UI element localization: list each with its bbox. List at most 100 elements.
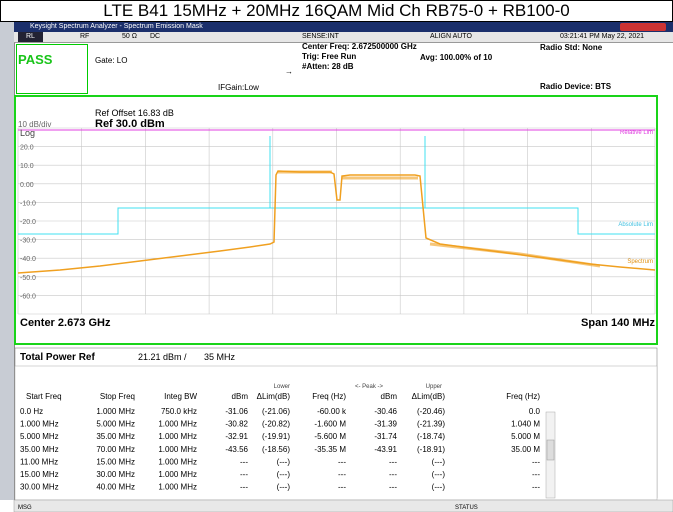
table-cell: 1.040 M	[511, 420, 540, 429]
relative-limit-label: Relative Lim	[620, 130, 653, 136]
status-bar	[13, 499, 673, 512]
table-cell: (-21.06)	[262, 407, 290, 416]
table-cell: -32.91	[225, 432, 248, 441]
group-header: Lower	[274, 384, 290, 390]
menu-rl[interactable]: RL	[18, 32, 43, 42]
table-cell: -35.35 M	[314, 445, 346, 454]
ref-level: Ref 30.0 dBm	[95, 118, 165, 130]
table-cell: (-20.46)	[417, 407, 445, 416]
table-cell: 15.00 MHz	[20, 470, 59, 479]
results-table: Lower <- Peak -> Upper Start Freq Stop Freq I…	[20, 384, 541, 492]
menu-coupling: DC	[150, 33, 161, 40]
total-power-value: 21.21 dBm /	[138, 352, 187, 362]
table-cell: -31.74	[374, 432, 397, 441]
table-cell: 0.0	[529, 407, 541, 416]
column-header: Freq (Hz)	[506, 392, 540, 401]
title-bar	[14, 22, 673, 32]
pass: PASS	[18, 52, 53, 67]
column-header: ΔLim(dB)	[257, 392, 291, 401]
spectrum-band	[278, 170, 601, 268]
menu-impedance: 50 Ω	[122, 33, 137, 40]
radio-std: Radio Std: None	[540, 43, 603, 52]
table-cell: 40.00 MHz	[96, 483, 135, 492]
group-header: Upper	[426, 384, 442, 390]
table-cell: (-19.91)	[262, 432, 290, 441]
center-label: Center 2.673 GHz	[20, 317, 111, 329]
menu-align: ALIGN AUTO	[430, 33, 472, 40]
table-cell: -31.06	[225, 407, 248, 416]
arrow: →	[285, 67, 293, 76]
menu-sense: SENSE:INT	[302, 33, 339, 40]
total-power-label: Total Power Ref	[20, 352, 95, 363]
table-cell: (---)	[432, 470, 446, 479]
table-cell: ---	[240, 470, 248, 479]
table-cell: 1.000 MHz	[96, 407, 135, 416]
y-label: 20.0	[20, 145, 34, 152]
table-cell: ---	[389, 470, 397, 479]
radio-device: Radio Device: BTS	[540, 82, 612, 91]
gate: Gate: LO	[95, 56, 128, 65]
y-label: -40.0	[20, 256, 36, 263]
window-title: Keysight Spectrum Analyzer - Spectrum Em…	[30, 23, 203, 30]
y-label: -30.0	[20, 238, 36, 245]
banner-text: LTE B41 15MHz + 20MHz 16QAM Mid Ch RB75-…	[103, 1, 570, 20]
table-cell: ---	[532, 483, 540, 492]
msg: MSG	[18, 505, 32, 511]
table-cell: (-21.39)	[417, 420, 445, 429]
table-cell: (-20.82)	[262, 420, 290, 429]
scale: 10 dB/div	[18, 120, 51, 129]
table-cell: -31.39	[374, 420, 397, 429]
column-header: Start Freq	[26, 392, 62, 401]
trig: Trig: Free Run	[302, 52, 357, 61]
table-cell: 35.00 MHz	[20, 445, 59, 454]
atten: #Atten: 28 dB	[302, 62, 354, 71]
y-label: -20.0	[20, 219, 36, 226]
window-buttons[interactable]	[620, 23, 666, 31]
center-freq: Center Freq: 2.672500000 GHz	[302, 42, 417, 51]
avg: Avg: 100.00% of 10	[420, 53, 493, 62]
table-cell: ---	[389, 457, 397, 466]
column-header: ΔLim(dB)	[412, 392, 446, 401]
table-cell: 1.000 MHz	[158, 445, 197, 454]
table-cell: -1.600 M	[314, 420, 346, 429]
table-cell: 1.000 MHz	[20, 420, 59, 429]
table-cell: (---)	[432, 483, 446, 492]
table-cell: ---	[338, 457, 346, 466]
column-header: Integ BW	[164, 392, 197, 401]
status: STATUS	[455, 505, 478, 511]
table-cell: -43.91	[374, 445, 397, 454]
menu-time: 03:21:41 PM May 22, 2021	[560, 33, 645, 40]
table-cell: 1.000 MHz	[158, 470, 197, 479]
table-cell: (-18.74)	[417, 432, 445, 441]
log: Log	[20, 128, 35, 138]
ref-offset: Ref Offset 16.83 dB	[95, 108, 174, 118]
table-cell: (-18.56)	[262, 445, 290, 454]
spectrum-label: Spectrum	[627, 259, 653, 265]
table-cell: 5.000 MHz	[96, 420, 135, 429]
scroll-thumb[interactable]	[546, 439, 555, 461]
table-cell: ---	[532, 470, 540, 479]
table-cell: ---	[389, 483, 397, 492]
y-label: 10.0	[20, 163, 34, 170]
span-label: Span 140 MHz	[581, 317, 655, 329]
y-label: -60.0	[20, 293, 36, 300]
menu-rf: RF	[80, 33, 90, 40]
grid	[17, 127, 656, 315]
table-cell: 1.000 MHz	[158, 457, 197, 466]
y-label: -10.0	[20, 200, 36, 207]
group-header: <- Peak ->	[355, 384, 384, 390]
table-cell: 1.000 MHz	[158, 432, 197, 441]
table-cell: 30.00 MHz	[96, 470, 135, 479]
table-cell: -43.56	[225, 445, 248, 454]
table-cell: 30.00 MHz	[20, 483, 59, 492]
table-cell: -5.600 M	[314, 432, 346, 441]
pass-box	[16, 44, 88, 94]
table-cell: 5.000 M	[511, 432, 540, 441]
column-header: dBm	[232, 392, 249, 401]
table-cell: 11.00 MHz	[20, 457, 58, 466]
table-cell: 15.00 MHz	[96, 457, 135, 466]
graph-frame	[14, 95, 658, 345]
table-cell: (---)	[432, 457, 446, 466]
